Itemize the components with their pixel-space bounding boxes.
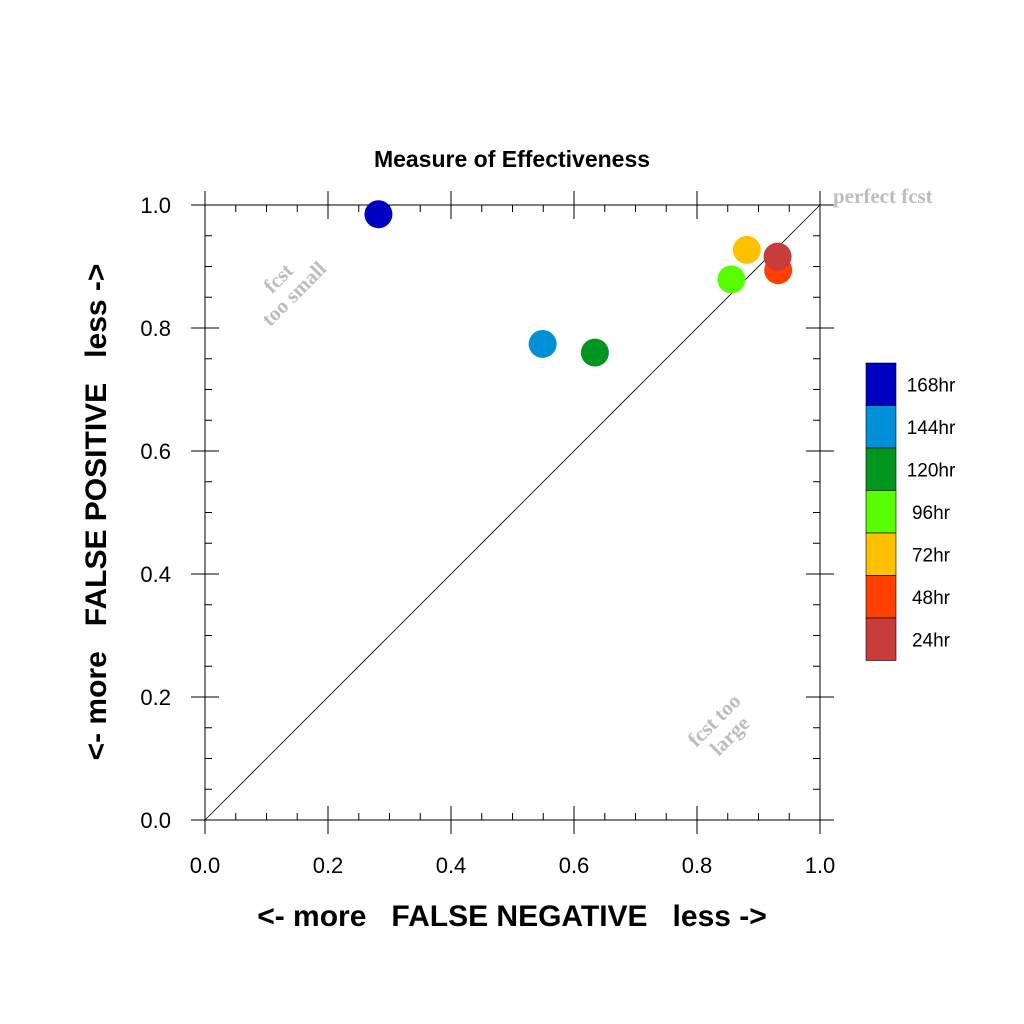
- perfect-forecast-diagonal: [204, 204, 821, 821]
- legend-swatch-24hr: [865, 617, 897, 661]
- annotation-too-large: fcst too large: [683, 689, 754, 760]
- legend-label-120hr: 120hr: [907, 460, 956, 481]
- data-point-120hr: [580, 338, 609, 367]
- legend: 168hr 144hr 120hr 96hr 72hr 48hr 24hr: [865, 362, 956, 661]
- axis-tick-labels: 0.0 0.2 0.4 0.6 0.8 1.0 0.0 0.2 0.4 0.6 0.8 1.0: [140, 193, 835, 878]
- data-point-96hr: [717, 265, 746, 294]
- y-tick-label: 1.0: [140, 193, 171, 218]
- data-point-144hr: [528, 329, 557, 358]
- data-point-24hr: [763, 242, 792, 271]
- y-axis-label: <- more FALSE POSITIVE less ->: [80, 264, 113, 761]
- x-tick-label: 0.4: [436, 853, 467, 878]
- x-tick-label: 0.0: [190, 853, 221, 878]
- y-tick-label: 0.6: [140, 439, 171, 464]
- legend-label-96hr: 96hr: [912, 503, 951, 524]
- x-tick-label: 1.0: [805, 853, 836, 878]
- data-point-168hr: [364, 200, 393, 229]
- legend-swatch-144hr: [865, 405, 897, 449]
- tick-marks: [191, 191, 834, 834]
- legend-label-72hr: 72hr: [912, 545, 951, 566]
- legend-swatch-48hr: [865, 575, 897, 619]
- legend-label-144hr: 144hr: [907, 418, 956, 439]
- axis-ticks: [191, 191, 834, 834]
- x-tick-label: 0.2: [313, 853, 344, 878]
- legend-swatch-120hr: [865, 447, 897, 491]
- legend-label-48hr: 48hr: [912, 588, 951, 609]
- legend-swatch-168hr: [865, 362, 897, 406]
- y-tick-label: 0.4: [140, 562, 171, 587]
- legend-swatch-96hr: [865, 490, 897, 534]
- annotation-perfect-forecast: perfect fcst: [833, 184, 933, 208]
- legend-swatch-72hr: [865, 532, 897, 576]
- x-tick-label: 0.8: [682, 853, 713, 878]
- legend-label-24hr: 24hr: [912, 630, 951, 651]
- y-tick-label: 0.0: [140, 808, 171, 833]
- data-points: [364, 200, 793, 367]
- x-axis-label: <- more FALSE NEGATIVE less ->: [257, 900, 767, 933]
- legend-label-168hr: 168hr: [907, 375, 956, 396]
- y-tick-label: 0.2: [140, 685, 171, 710]
- chart-title: Measure of Effectiveness: [374, 146, 650, 172]
- annotation-too-small: fcst too small: [257, 257, 331, 331]
- annotation-too-small-line2: too small: [257, 257, 331, 331]
- x-tick-label: 0.6: [559, 853, 590, 878]
- data-point-72hr: [732, 235, 761, 264]
- y-tick-label: 0.8: [140, 316, 171, 341]
